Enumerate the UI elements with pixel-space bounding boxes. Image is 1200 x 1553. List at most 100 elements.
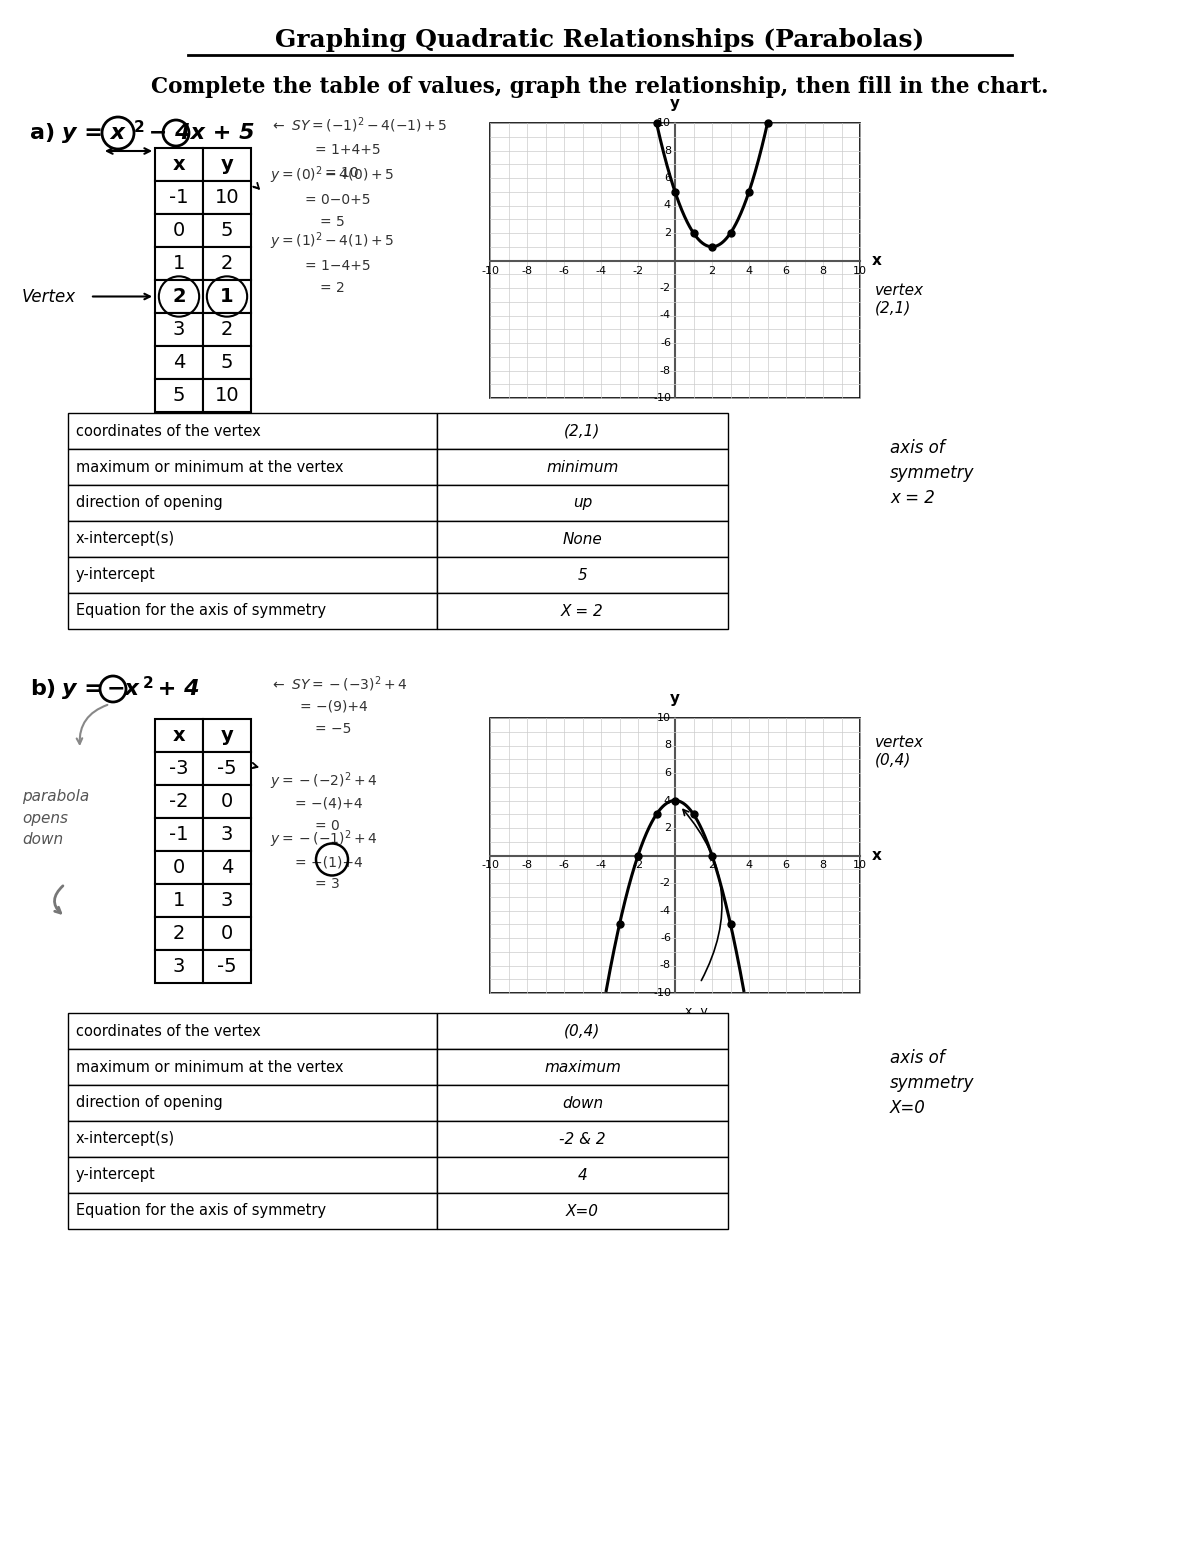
Bar: [203, 950, 251, 983]
Text: -6: -6: [558, 860, 570, 871]
Text: $y = (0)^2 - 4(0) + 5$: $y = (0)^2 - 4(0) + 5$: [270, 165, 394, 186]
Bar: [437, 1086, 728, 1121]
Text: 4: 4: [577, 1168, 587, 1182]
Text: 3: 3: [173, 320, 185, 339]
Text: 1: 1: [173, 255, 185, 273]
Text: -5: -5: [217, 957, 236, 975]
Text: 0: 0: [173, 221, 185, 241]
Bar: [203, 247, 251, 280]
Bar: [155, 784, 203, 818]
Text: -2: -2: [660, 877, 671, 888]
Text: -1: -1: [169, 188, 188, 207]
Text: 10: 10: [658, 713, 671, 724]
Text: y: y: [670, 691, 680, 707]
Bar: [68, 1193, 437, 1228]
Text: x: x: [872, 848, 882, 863]
Text: Graphing Quadratic Relationships (Parabolas): Graphing Quadratic Relationships (Parabo…: [275, 28, 925, 51]
Text: axis of
symmetry
X=0: axis of symmetry X=0: [890, 1048, 974, 1117]
Text: y: y: [670, 96, 680, 110]
Text: $y = -(-1)^2 + 4$: $y = -(-1)^2 + 4$: [270, 829, 378, 851]
Bar: [155, 950, 203, 983]
Text: y-intercept: y-intercept: [76, 567, 156, 582]
Text: x-intercept(s): x-intercept(s): [76, 531, 175, 547]
Text: -10: -10: [653, 988, 671, 999]
Text: 5: 5: [221, 221, 233, 241]
Text: $\leftarrow$ $SY = (-1)^2 - 4(-1) + 5$: $\leftarrow$ $SY = (-1)^2 - 4(-1) + 5$: [270, 115, 448, 135]
Bar: [155, 916, 203, 950]
Text: 3: 3: [221, 891, 233, 910]
Bar: [155, 851, 203, 884]
Text: 0: 0: [173, 857, 185, 877]
Text: y: y: [221, 155, 233, 174]
Text: vertex
(2,1): vertex (2,1): [875, 283, 924, 315]
Bar: [490, 717, 860, 992]
Text: -8: -8: [522, 860, 533, 871]
Bar: [490, 123, 860, 398]
Text: minimum: minimum: [546, 460, 619, 475]
Text: 2: 2: [664, 823, 671, 832]
Text: Complete the table of values, graph the relationship, then fill in the chart.: Complete the table of values, graph the …: [151, 76, 1049, 98]
Text: $y = (1)^2 - 4(1) + 5$: $y = (1)^2 - 4(1) + 5$: [270, 231, 394, 252]
Text: 6: 6: [782, 860, 790, 871]
Bar: [437, 520, 728, 558]
Bar: [437, 593, 728, 629]
Bar: [437, 1157, 728, 1193]
Text: Vertex: Vertex: [22, 287, 76, 306]
Text: -2: -2: [169, 792, 188, 811]
Text: = 5: = 5: [320, 216, 344, 230]
Text: -2: -2: [632, 266, 643, 275]
Bar: [437, 413, 728, 449]
Text: 3: 3: [221, 825, 233, 843]
Text: -4: -4: [660, 311, 671, 320]
Text: 10: 10: [853, 266, 866, 275]
Text: -4: -4: [595, 860, 606, 871]
Text: 4: 4: [745, 860, 752, 871]
Text: 10: 10: [215, 188, 239, 207]
Bar: [437, 485, 728, 520]
Text: = 3: = 3: [314, 877, 340, 891]
Bar: [203, 851, 251, 884]
Text: −x: −x: [107, 679, 140, 699]
Bar: [203, 752, 251, 784]
Text: 10: 10: [215, 387, 239, 405]
Text: 2: 2: [172, 287, 186, 306]
Text: X = 2: X = 2: [562, 604, 604, 618]
Text: -8: -8: [660, 365, 671, 376]
Text: + 4: + 4: [150, 679, 199, 699]
Text: up: up: [572, 495, 592, 511]
Text: down: down: [562, 1095, 604, 1110]
Text: 4: 4: [173, 353, 185, 373]
Text: X=0: X=0: [566, 1204, 599, 1219]
Text: 6: 6: [664, 172, 671, 183]
Bar: [68, 1048, 437, 1086]
Text: direction of opening: direction of opening: [76, 495, 223, 511]
Text: coordinates of the vertex: coordinates of the vertex: [76, 1023, 260, 1039]
Bar: [203, 280, 251, 314]
Bar: [203, 884, 251, 916]
Bar: [155, 314, 203, 346]
Text: 3: 3: [173, 957, 185, 975]
Bar: [68, 1121, 437, 1157]
Text: axis of
symmetry
x = 2: axis of symmetry x = 2: [890, 439, 974, 506]
Bar: [437, 1013, 728, 1048]
Text: 10: 10: [658, 118, 671, 127]
Bar: [155, 182, 203, 214]
Text: 2: 2: [134, 120, 145, 135]
Text: 4: 4: [664, 795, 671, 806]
Bar: [203, 314, 251, 346]
Text: Equation for the axis of symmetry: Equation for the axis of symmetry: [76, 1204, 326, 1219]
Bar: [203, 818, 251, 851]
Bar: [203, 379, 251, 412]
Bar: [155, 752, 203, 784]
Text: -4: -4: [595, 266, 606, 275]
Bar: [155, 346, 203, 379]
Text: a): a): [30, 123, 55, 143]
Text: x: x: [872, 253, 882, 269]
Text: -8: -8: [660, 960, 671, 971]
Text: -1: -1: [169, 825, 188, 843]
Bar: [68, 1157, 437, 1193]
Text: (2,1): (2,1): [564, 424, 601, 438]
Bar: [437, 449, 728, 485]
Bar: [68, 520, 437, 558]
Text: $y = -(-2)^2 + 4$: $y = -(-2)^2 + 4$: [270, 770, 378, 792]
